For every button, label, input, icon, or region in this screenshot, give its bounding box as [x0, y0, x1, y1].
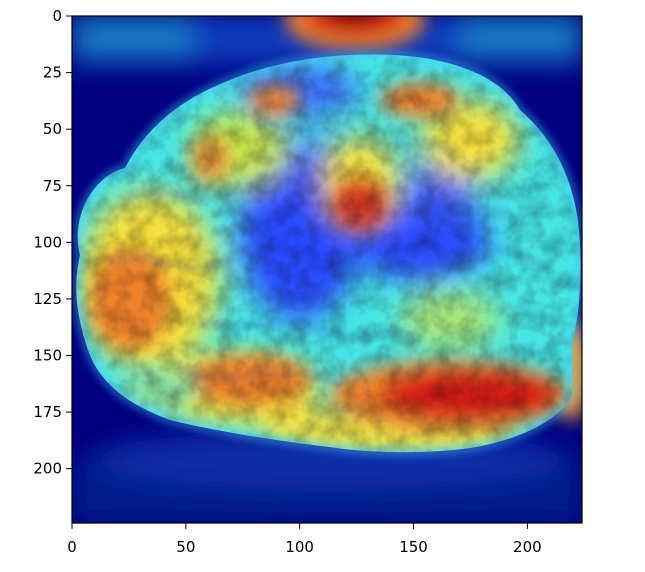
x-tick-label: 200 [513, 538, 542, 556]
y-tick-label: 175 [33, 403, 62, 421]
x-tick-label: 50 [176, 538, 195, 556]
heatmap-image [72, 16, 582, 523]
x-tick-label: 150 [399, 538, 428, 556]
y-tick-label: 75 [43, 177, 62, 195]
axes-frame [71, 15, 583, 524]
y-tick-label: 200 [33, 460, 62, 478]
y-tick-label: 150 [33, 347, 62, 365]
y-tick-label: 0 [52, 7, 62, 25]
x-tick-label: 100 [285, 538, 314, 556]
x-tick-label: 0 [67, 538, 77, 556]
y-tick-label: 50 [43, 120, 62, 138]
y-tick-label: 25 [43, 64, 62, 82]
y-tick-label: 125 [33, 290, 62, 308]
y-axis: 0 25 50 75 100 125 150 175 200 [33, 7, 72, 478]
y-tick-label: 100 [33, 233, 62, 251]
x-axis: 0 50 100 150 200 [67, 523, 542, 556]
